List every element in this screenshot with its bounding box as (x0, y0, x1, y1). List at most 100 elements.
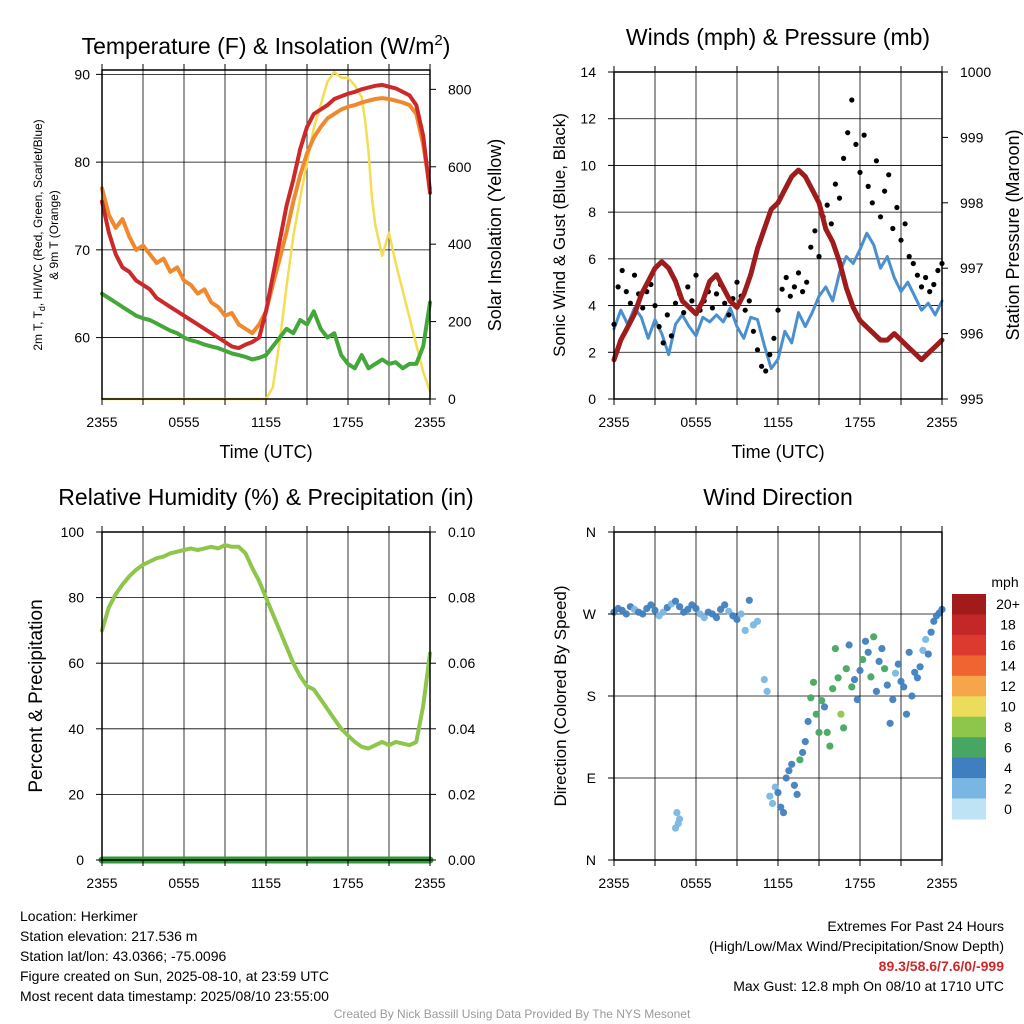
direction-point (807, 694, 815, 702)
gust-point (787, 293, 793, 299)
gust-point (668, 333, 675, 339)
temperature-xlabel: Time (UTC) (219, 442, 312, 462)
direction-point (790, 781, 799, 789)
direction-point (856, 666, 864, 675)
gust-point (849, 97, 855, 103)
direction-point (796, 756, 804, 764)
direction-point (829, 685, 837, 693)
gust-point (910, 260, 916, 267)
legend-label: 12 (1000, 678, 1016, 694)
y-tick-label: 80 (68, 590, 84, 606)
direction-point (894, 660, 902, 668)
direction-point (864, 648, 872, 656)
x-tick-label: 0555 (168, 414, 199, 430)
legend-swatch (952, 655, 986, 677)
legend-label: 10 (1000, 699, 1016, 715)
x-tick-label: 0555 (680, 875, 711, 891)
y2-tick-label: 1000 (960, 64, 991, 80)
y-tick-label: 2 (588, 344, 596, 360)
speed-legend: mph 20+ 18 16 14 12 10 8 6 4 2 0 (952, 574, 1020, 820)
direction-point (801, 738, 809, 746)
gust-point (656, 324, 662, 330)
latlon-text: Station lat/lon: 43.0366; -75.0096 (20, 948, 227, 964)
direction-point (779, 809, 788, 817)
direction-grid (614, 531, 942, 861)
x-tick-label: 2355 (414, 875, 445, 891)
y-tick-label: 20 (68, 786, 84, 802)
legend-label: 2 (1004, 780, 1012, 796)
legend-label: 0 (1004, 801, 1012, 817)
y2-tick-label: 600 (448, 159, 472, 175)
direction-point (826, 742, 834, 750)
direction-point (913, 674, 922, 682)
x-tick-label: 2355 (86, 414, 117, 430)
winds-panel: 0 2 4 6 8 10 12 14 995 996 997 998 999 1000 2355 0555 11… (550, 24, 1023, 462)
gust-point (771, 335, 777, 341)
gust-point (722, 300, 728, 306)
direction-point (676, 603, 684, 611)
direction-point (639, 610, 647, 618)
y2-tick-label: 400 (448, 236, 472, 252)
gust-point (746, 298, 752, 304)
y-tick-label: E (587, 770, 596, 786)
legend-swatch (952, 594, 986, 615)
direction-point (867, 673, 875, 681)
gust-point (845, 130, 851, 136)
direction-point (853, 696, 861, 704)
y2-tick-label: 800 (448, 81, 472, 97)
direction-point (859, 656, 867, 664)
legend-label: 20+ (996, 596, 1020, 612)
y2-tick-label: 200 (448, 314, 472, 330)
gust-point (783, 274, 789, 281)
x-tick-label: 1155 (763, 875, 793, 891)
y2-tick-label: 0 (448, 391, 456, 407)
gust-point (734, 279, 740, 285)
gust-point (623, 289, 629, 295)
direction-point (809, 678, 818, 686)
max-gust-text: Max Gust: 12.8 mph On 08/10 at 1710 UTC (733, 978, 1004, 994)
y2-tick-label: 996 (960, 326, 984, 342)
gust-point (619, 267, 625, 274)
gust-point (882, 188, 888, 194)
x-tick-label: 2355 (598, 875, 629, 891)
legend-label: 6 (1004, 739, 1012, 755)
direction-point (774, 789, 782, 797)
direction-point (768, 799, 777, 808)
legend-swatch (952, 737, 986, 759)
direction-point (788, 760, 796, 768)
direction-point (782, 774, 790, 782)
gust-point (615, 284, 621, 290)
y-tick-label: S (587, 688, 596, 704)
legend-swatch (952, 696, 986, 718)
legend-swatch (952, 634, 986, 656)
direction-point (900, 683, 908, 691)
y-tick-label: 6 (588, 251, 596, 267)
gust-point (652, 303, 658, 309)
y-tick-label: 14 (580, 64, 596, 80)
y-tick-label: 8 (588, 204, 596, 220)
x-tick-label: 1155 (251, 875, 281, 891)
direction-point (804, 717, 812, 726)
temperature-ylabel-left: 2m T, Td, HI/WC (Red, Green, Scarlet/Blu… (31, 119, 61, 350)
gust-point (869, 200, 875, 206)
direction-point (872, 687, 881, 696)
temperature-ylabel-right: Solar Insolation (Yellow) (485, 139, 505, 331)
pressure-line (611, 167, 945, 363)
direction-point (766, 792, 774, 800)
gust-point (853, 141, 859, 147)
direction-point (818, 697, 826, 705)
gust-point (828, 221, 834, 227)
gust-point (759, 363, 765, 369)
gust-point (767, 352, 773, 358)
legend-swatch (952, 778, 986, 800)
x-tick-label: 2355 (598, 414, 629, 430)
legend-swatch (952, 675, 986, 697)
direction-point (741, 626, 749, 635)
y2-tick-label: 998 (960, 195, 984, 211)
y2-tick-label: 995 (960, 391, 984, 407)
gust-point (890, 225, 896, 232)
direction-title: Wind Direction (703, 484, 853, 510)
x-tick-label: 2355 (926, 414, 957, 430)
